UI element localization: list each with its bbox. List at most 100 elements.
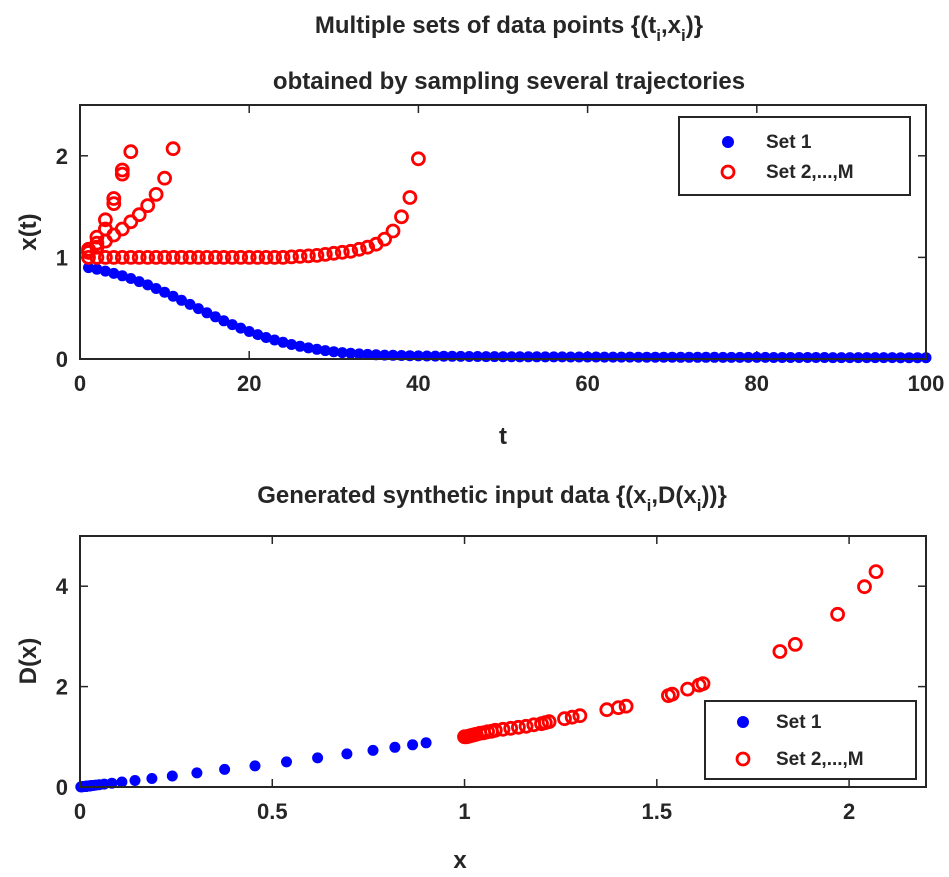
chart-2-point-set2: [495, 721, 511, 737]
chart-1-point-set2: [258, 249, 274, 265]
chart-2-ytick-label: 0: [56, 775, 68, 800]
chart-2-series-set2: [457, 564, 884, 745]
chart-1-ytick-label: 0: [56, 347, 68, 372]
chart-1-point-set1: [692, 351, 704, 363]
chart-1-point-set1: [379, 349, 391, 361]
chart-1-point-set2: [233, 249, 249, 265]
chart-1-point-set1: [116, 270, 128, 282]
chart-1-point-set1: [785, 352, 797, 363]
chart-1-point-set2: [114, 166, 130, 182]
chart-1-point-set1: [218, 315, 230, 327]
chart-1-point-set2: [131, 249, 147, 265]
chart-1-legend-marker-set1: [722, 136, 734, 148]
chart-2-point-set2: [787, 637, 803, 652]
chart-1-point-set1: [768, 352, 780, 363]
chart-2-point-set1: [116, 776, 128, 788]
chart-2-legend-label-set2: Set 2,...,M: [776, 749, 864, 770]
chart-2-point-set2: [518, 718, 534, 734]
chart-1-point-set2: [300, 248, 316, 264]
chart-2-ticks: 0 0.5 1 1.5 2 0 2 4: [56, 536, 926, 824]
chart-1-legend-marker-set2: [720, 164, 736, 180]
chart-1-point-set1: [852, 352, 864, 364]
chart-1-point-set2: [123, 144, 139, 160]
chart-1-legend-label-set1: Set 1: [766, 132, 812, 153]
chart-2-point-set2: [618, 698, 634, 714]
chart-1-title-line2: obtained by sampling several trajectorie…: [273, 68, 745, 95]
chart-1-point-set1: [827, 352, 839, 364]
chart-1-point-set1: [725, 351, 737, 363]
chart-1-point-set2: [148, 186, 164, 202]
chart-1-point-set2: [377, 231, 393, 247]
chart-1-point-set1: [142, 279, 154, 291]
chart-2-xtick-label: 2: [843, 799, 855, 824]
chart-1-point-set1: [844, 352, 856, 364]
chart-1-point-set1: [260, 332, 272, 343]
chart-1-point-set1: [835, 352, 847, 364]
chart-1-point-set2: [89, 229, 105, 245]
chart-1-point-set2: [410, 151, 426, 167]
chart-2-point-set1: [191, 767, 203, 779]
chart-1-legend-label-set2: Set 2,...,M: [766, 162, 854, 183]
chart-1-point-set2: [182, 249, 198, 265]
chart-2-point-set1: [166, 770, 178, 782]
chart-2-point-set1: [389, 741, 401, 753]
chart-1-xtick-label: 60: [575, 371, 599, 396]
chart-1-point-set1: [235, 322, 247, 334]
chart-1-point-set2: [351, 241, 367, 257]
chart-1-point-set2: [284, 249, 299, 265]
chart-2-title: Generated synthetic input data {(xi,D(xi…: [257, 482, 727, 515]
chart-1-ticks: 0 20 40 60 80 100 0 1 2: [56, 105, 944, 396]
chart-1-point-set2: [360, 239, 376, 255]
chart-2-point-set1: [367, 744, 379, 756]
chart-2-point-set1: [281, 756, 292, 768]
chart-1-point-set1: [810, 352, 822, 363]
chart-1-point-set2: [165, 249, 181, 265]
chart-2-point-set1: [219, 763, 231, 775]
chart-1-point-set2: [190, 249, 206, 265]
chart-2-point-set1: [407, 739, 419, 751]
chart-1-point-set1: [133, 276, 145, 288]
chart-1-point-set1: [700, 351, 712, 363]
chart-2-ytick-label: 4: [56, 574, 69, 599]
chart-1-point-set1: [311, 343, 323, 355]
chart-1-point-set1: [776, 352, 788, 363]
chart-2: Generated synthetic input data {(xi,D(xi…: [15, 482, 927, 874]
chart-1-point-set2: [267, 249, 283, 265]
chart-1-point-set2: [148, 249, 164, 265]
chart-1-point-set1: [861, 352, 873, 364]
chart-1-point-set1: [125, 273, 137, 284]
chart-1-point-set1: [370, 349, 382, 361]
chart-1-point-set1: [353, 348, 365, 360]
chart-1-point-set1: [759, 351, 771, 363]
chart-1-point-set1: [91, 263, 103, 275]
chart-1-point-set2: [224, 249, 240, 265]
chart-1-point-set2: [317, 246, 333, 262]
chart-1-point-set1: [336, 347, 348, 359]
chart-1-point-set2: [157, 170, 173, 186]
chart-2-xtick-label: 1.5: [642, 799, 673, 824]
chart-2-point-set2: [695, 676, 711, 691]
chart-1-point-set2: [165, 141, 181, 157]
chart-1-point-set1: [294, 340, 306, 352]
chart-1-point-set2: [114, 221, 130, 237]
chart-1-ylabel: x(t): [15, 213, 42, 250]
chart-2-legend-marker-set2: [735, 751, 751, 767]
chart-1-point-set1: [192, 303, 204, 315]
chart-1-point-set1: [319, 345, 331, 357]
chart-1-point-set2: [123, 214, 139, 230]
chart-1-point-set2: [326, 245, 342, 261]
chart-1-xtick-label: 0: [74, 371, 86, 396]
chart-1-point-set1: [793, 352, 805, 363]
chart-1-point-set2: [123, 249, 139, 265]
chart-1-point-set2: [402, 190, 418, 205]
chart-1-point-set1: [675, 351, 687, 363]
chart-1-point-set2: [207, 249, 223, 265]
chart-2-point-set1: [341, 748, 353, 760]
chart-1-point-set1: [717, 351, 729, 363]
chart-1-legend-box: [678, 116, 911, 196]
chart-1-point-set2: [81, 249, 96, 265]
chart-2-point-set2: [511, 719, 526, 735]
chart-1-point-set1: [286, 339, 297, 350]
chart-2-legend-marker-set1: [737, 716, 749, 728]
